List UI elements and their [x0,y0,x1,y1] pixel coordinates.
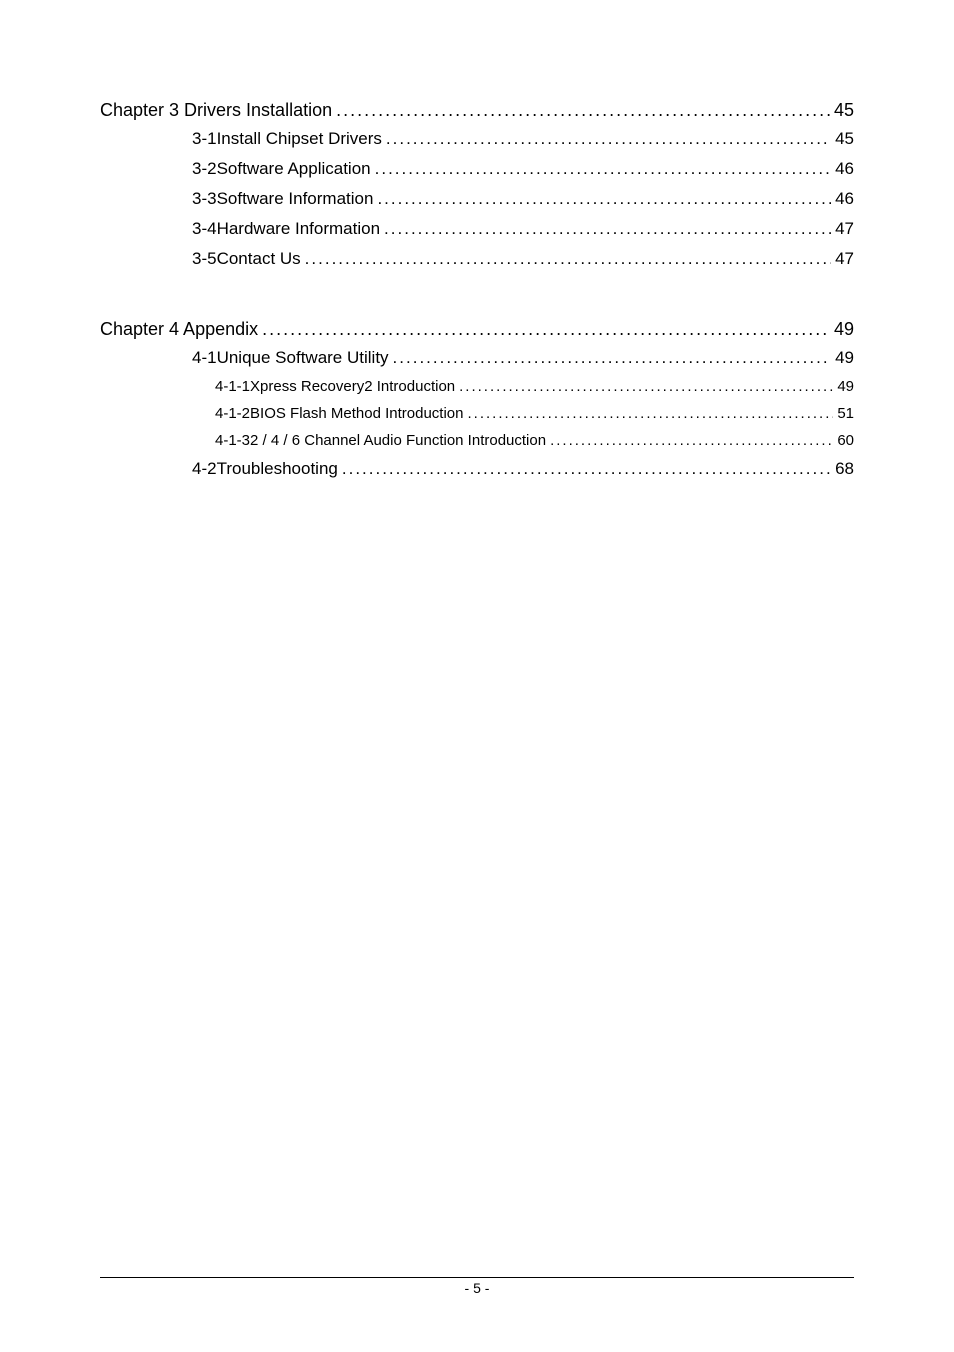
toc-section-title: Install Chipset Drivers [217,129,386,149]
chapter-gap [100,279,854,319]
toc-section-4-1: 4-1 Unique Software Utility 49 [100,348,854,368]
toc-section-title: Contact Us [217,249,305,269]
page-footer: - 5 - [100,1277,854,1296]
toc-section-page: 46 [831,159,854,179]
toc-leader [336,100,830,121]
toc-leader [384,219,831,239]
toc-section-num: 3-4 [192,219,217,239]
footer-divider [100,1277,854,1278]
toc-leader [262,319,830,340]
toc-section-num: 3-2 [192,159,217,179]
toc-subsection-page: 60 [833,432,854,449]
toc-section-num: 3-5 [192,249,217,269]
toc-chapter-3: Chapter 3 Drivers Installation 45 [100,100,854,121]
toc-section-num: 4-1 [192,348,217,368]
toc-subsection-title: 2 / 4 / 6 Channel Audio Function Introdu… [250,432,550,449]
toc-subsection-title: Xpress Recovery2 Introduction [250,378,459,395]
toc-section-page: 49 [831,348,854,368]
toc-section-3-4: 3-4 Hardware Information 47 [100,219,854,239]
toc-leader [393,348,832,368]
toc-subsection-4-1-2: 4-1-2 BIOS Flash Method Introduction 51 [100,405,854,422]
document-page: Chapter 3 Drivers Installation 45 3-1 In… [0,0,954,1352]
toc-subsection-page: 51 [833,405,854,422]
toc-chapter-title: Chapter 3 Drivers Installation [100,100,336,121]
toc-subsection-page: 49 [833,378,854,395]
toc-leader [375,159,831,179]
toc-leader [550,432,833,449]
toc-section-num: 4-2 [192,459,217,479]
toc-section-page: 47 [831,249,854,269]
toc-leader [467,405,833,422]
toc-leader [386,129,831,149]
toc-section-num: 3-3 [192,189,217,209]
toc-section-3-3: 3-3 Software Information 46 [100,189,854,209]
toc-section-title: Software Information [217,189,378,209]
toc-chapter-page: 49 [830,319,854,340]
toc-leader [377,189,831,209]
toc-section-title: Software Application [217,159,375,179]
toc-leader [459,378,833,395]
toc-section-page: 45 [831,129,854,149]
toc-section-page: 47 [831,219,854,239]
toc-section-3-2: 3-2 Software Application 46 [100,159,854,179]
footer-page-number: - 5 - [100,1280,854,1296]
toc-chapter-4: Chapter 4 Appendix 49 [100,319,854,340]
toc-subsection-title: BIOS Flash Method Introduction [250,405,467,422]
toc-subsection-num: 4-1-1 [215,378,250,395]
toc-section-3-5: 3-5 Contact Us 47 [100,249,854,269]
toc-section-page: 68 [831,459,854,479]
toc-subsection-4-1-3: 4-1-3 2 / 4 / 6 Channel Audio Function I… [100,432,854,449]
toc-section-3-1: 3-1 Install Chipset Drivers 45 [100,129,854,149]
toc-leader [342,459,831,479]
toc-subsection-num: 4-1-2 [215,405,250,422]
toc-section-4-2: 4-2 Troubleshooting 68 [100,459,854,479]
toc-chapter-title: Chapter 4 Appendix [100,319,262,340]
toc-section-title: Unique Software Utility [217,348,393,368]
toc-subsection-4-1-1: 4-1-1 Xpress Recovery2 Introduction 49 [100,378,854,395]
toc-section-num: 3-1 [192,129,217,149]
toc-chapter-page: 45 [830,100,854,121]
toc-section-title: Hardware Information [217,219,384,239]
toc-section-page: 46 [831,189,854,209]
toc-subsection-num: 4-1-3 [215,432,250,449]
toc-leader [305,249,831,269]
toc-section-title: Troubleshooting [217,459,342,479]
